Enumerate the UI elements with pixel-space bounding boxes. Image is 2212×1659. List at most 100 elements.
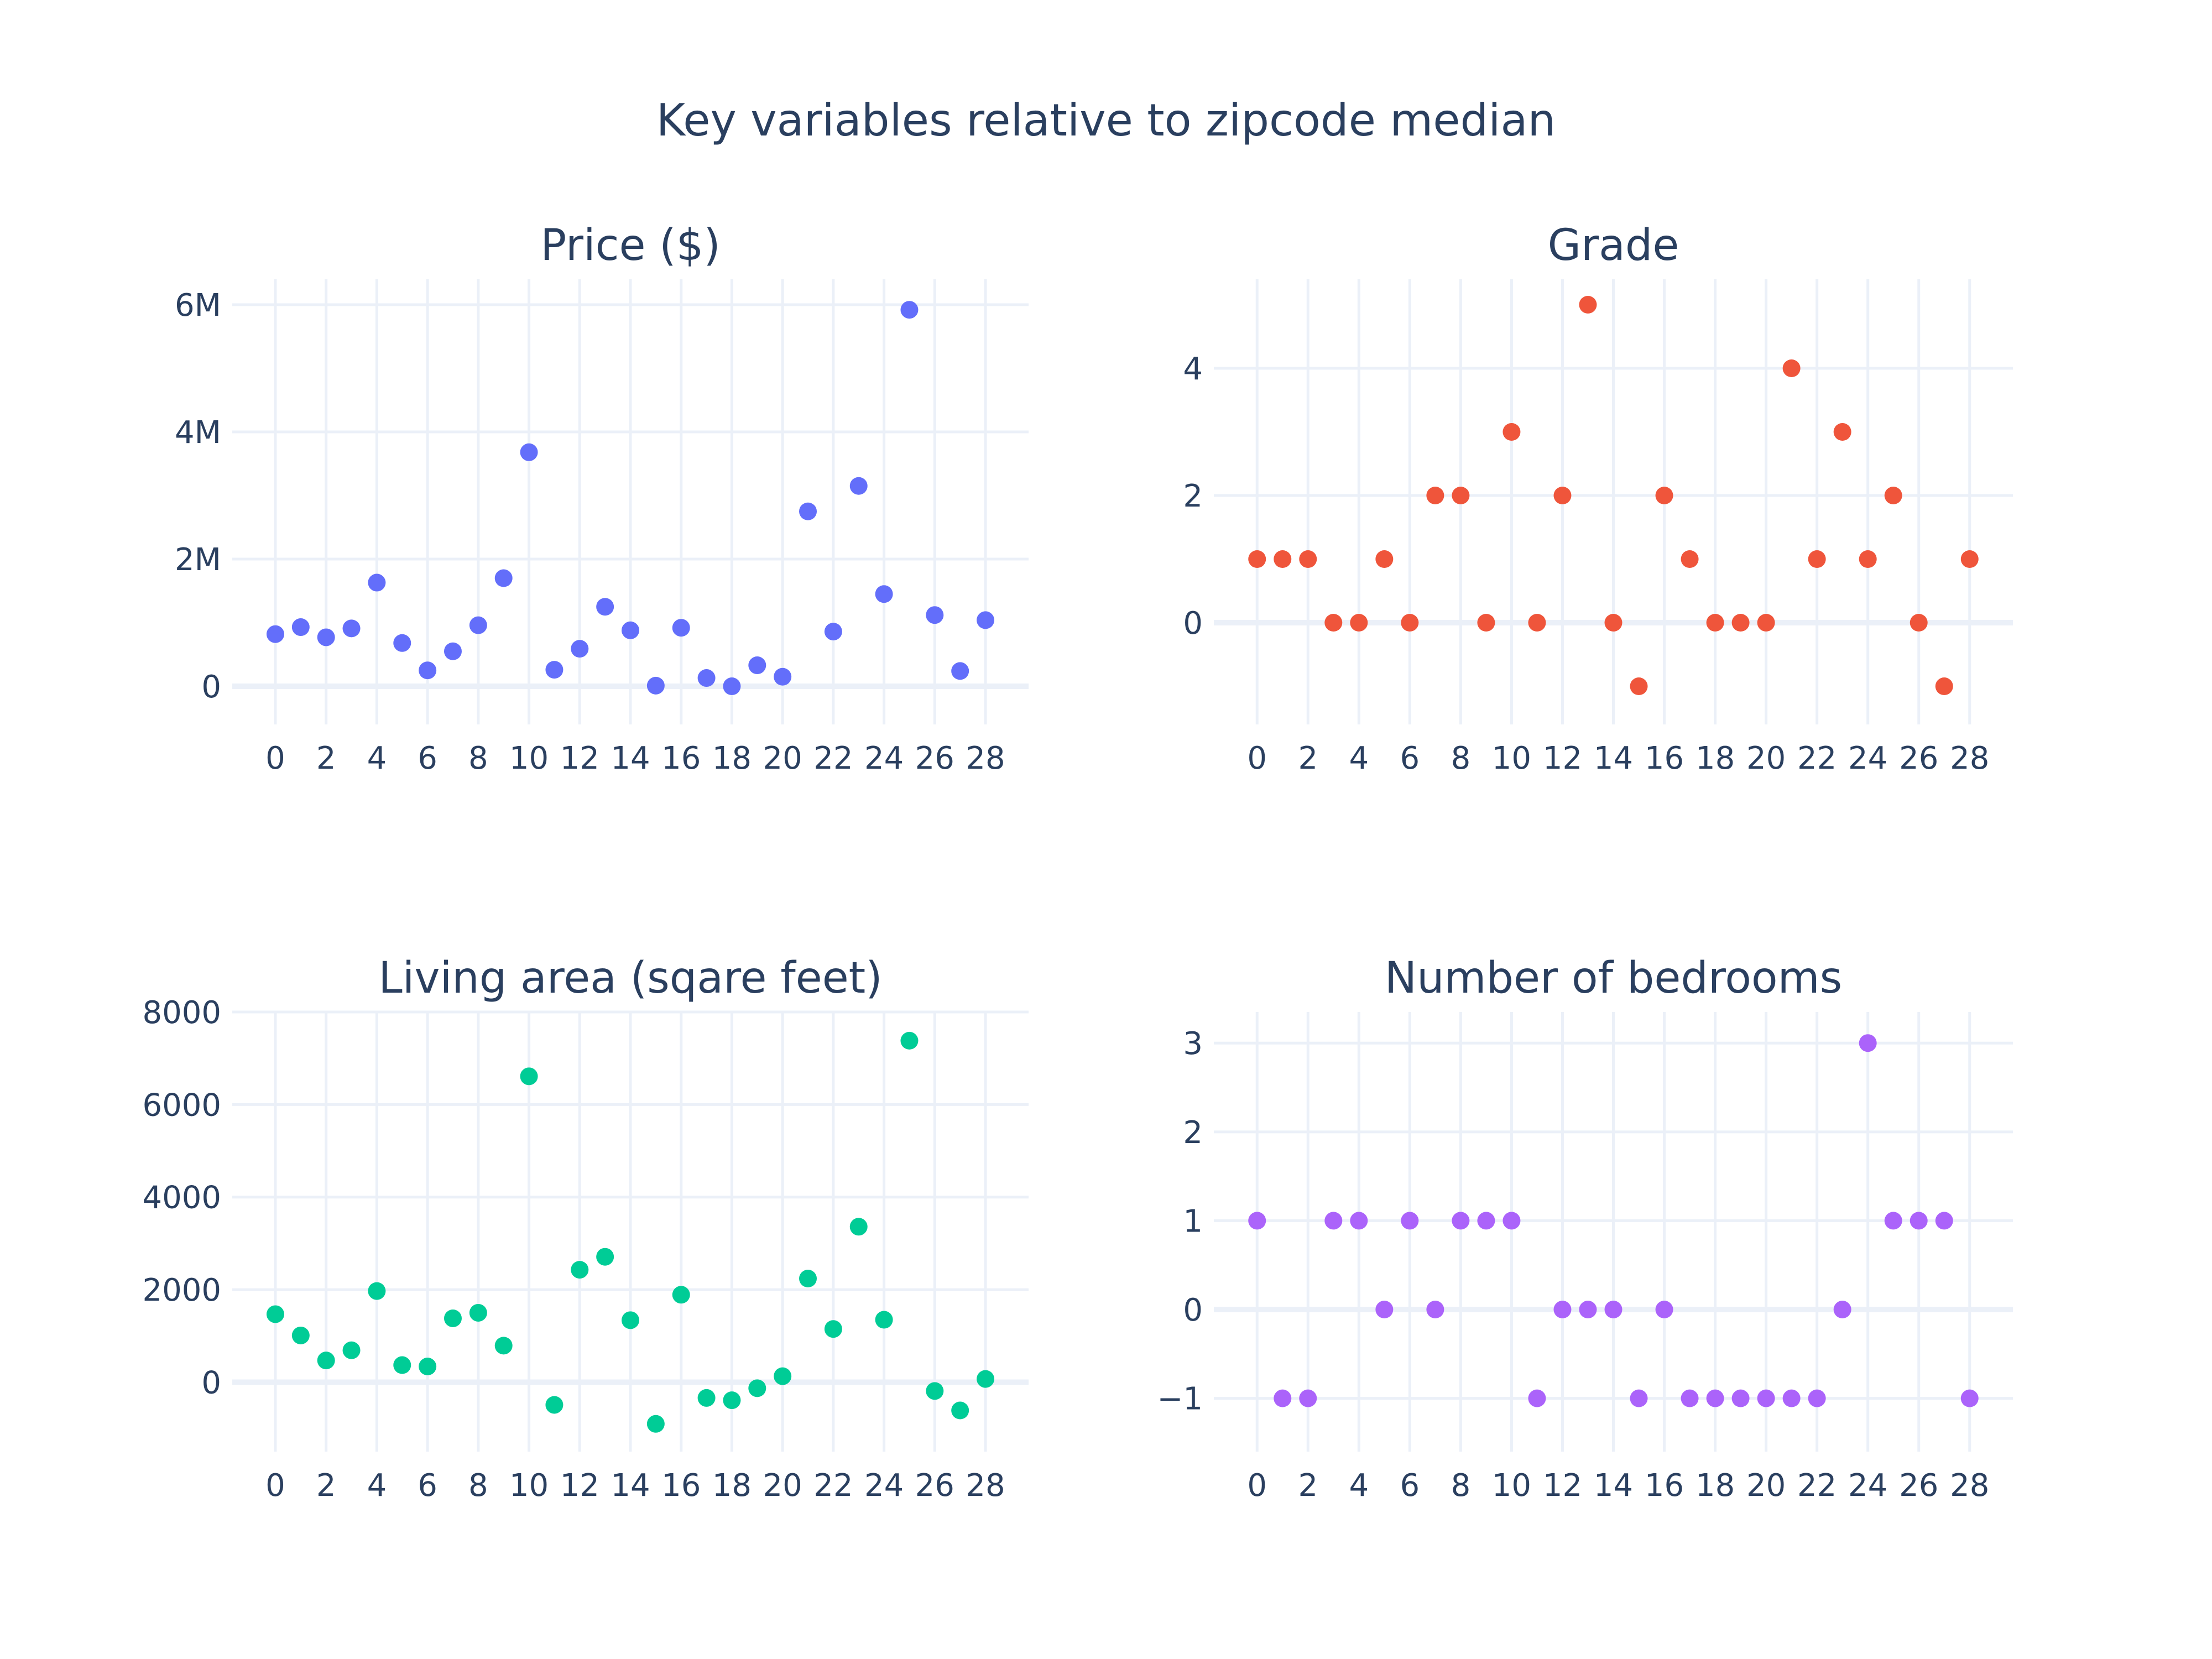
data-point[interactable]: [266, 625, 284, 643]
data-point[interactable]: [291, 618, 310, 637]
data-point[interactable]: [900, 1031, 919, 1050]
data-point[interactable]: [1401, 1212, 1419, 1230]
data-point[interactable]: [317, 628, 335, 646]
data-point[interactable]: [875, 1311, 893, 1329]
data-point[interactable]: [1503, 1212, 1521, 1230]
data-point[interactable]: [1960, 550, 1979, 568]
data-point[interactable]: [849, 477, 868, 495]
data-point[interactable]: [571, 640, 589, 658]
data-point[interactable]: [419, 661, 437, 680]
data-point[interactable]: [1553, 1301, 1572, 1319]
data-point[interactable]: [1477, 1212, 1495, 1230]
data-point[interactable]: [368, 573, 386, 592]
data-point[interactable]: [799, 502, 817, 520]
data-point[interactable]: [723, 677, 741, 695]
data-point[interactable]: [1655, 487, 1673, 504]
data-point[interactable]: [748, 656, 766, 675]
data-point[interactable]: [469, 1303, 487, 1322]
data-point[interactable]: [1782, 1389, 1801, 1407]
data-point[interactable]: [1324, 1212, 1343, 1230]
data-point[interactable]: [748, 1379, 766, 1397]
data-point[interactable]: [1452, 1212, 1470, 1230]
data-point[interactable]: [1274, 1389, 1292, 1407]
data-point[interactable]: [646, 1415, 665, 1433]
data-point[interactable]: [672, 619, 690, 637]
data-point[interactable]: [622, 1311, 639, 1329]
data-point[interactable]: [1630, 1389, 1648, 1407]
data-point[interactable]: [951, 1401, 969, 1420]
data-point[interactable]: [1528, 1389, 1546, 1407]
data-point[interactable]: [1452, 487, 1470, 504]
data-point[interactable]: [672, 1286, 690, 1304]
data-point[interactable]: [926, 1382, 944, 1400]
data-point[interactable]: [342, 1341, 361, 1359]
data-point[interactable]: [1630, 677, 1648, 695]
data-point[interactable]: [317, 1352, 335, 1370]
data-point[interactable]: [1782, 359, 1801, 377]
data-point[interactable]: [774, 1367, 792, 1385]
data-point[interactable]: [926, 606, 944, 624]
data-point[interactable]: [697, 669, 716, 687]
data-point[interactable]: [1350, 614, 1368, 632]
data-point[interactable]: [1706, 614, 1724, 632]
data-point[interactable]: [444, 1309, 462, 1327]
data-point[interactable]: [494, 1337, 513, 1355]
data-point[interactable]: [1935, 677, 1953, 695]
data-point[interactable]: [1655, 1301, 1673, 1319]
data-point[interactable]: [951, 662, 969, 680]
data-point[interactable]: [1299, 550, 1317, 568]
data-point[interactable]: [646, 676, 665, 695]
data-point[interactable]: [1248, 1212, 1266, 1230]
data-point[interactable]: [520, 1067, 538, 1086]
data-point[interactable]: [1248, 550, 1266, 568]
data-point[interactable]: [1833, 423, 1851, 441]
data-point[interactable]: [977, 611, 995, 629]
data-point[interactable]: [1859, 1034, 1877, 1052]
data-point[interactable]: [1757, 1389, 1775, 1407]
data-point[interactable]: [1884, 487, 1902, 504]
data-point[interactable]: [697, 1389, 716, 1407]
data-point[interactable]: [469, 616, 487, 634]
data-point[interactable]: [1579, 1301, 1597, 1319]
data-point[interactable]: [1350, 1212, 1368, 1230]
data-point[interactable]: [291, 1326, 310, 1344]
data-point[interactable]: [774, 667, 792, 686]
data-point[interactable]: [824, 623, 842, 641]
data-point[interactable]: [545, 1396, 564, 1414]
data-point[interactable]: [622, 621, 639, 639]
data-point[interactable]: [393, 634, 411, 652]
data-point[interactable]: [1375, 550, 1394, 568]
data-point[interactable]: [596, 1248, 614, 1266]
data-point[interactable]: [545, 661, 564, 679]
data-point[interactable]: [520, 443, 538, 461]
data-point[interactable]: [368, 1282, 386, 1300]
data-point[interactable]: [342, 619, 361, 638]
data-point[interactable]: [824, 1320, 842, 1338]
data-point[interactable]: [1426, 487, 1444, 504]
data-point[interactable]: [900, 301, 919, 319]
data-point[interactable]: [1960, 1389, 1979, 1407]
data-point[interactable]: [1324, 614, 1343, 632]
data-point[interactable]: [1910, 614, 1928, 632]
data-point[interactable]: [1935, 1212, 1953, 1230]
data-point[interactable]: [1706, 1389, 1724, 1407]
data-point[interactable]: [723, 1391, 741, 1410]
data-point[interactable]: [1604, 614, 1623, 632]
data-point[interactable]: [1274, 550, 1292, 568]
data-point[interactable]: [1731, 614, 1750, 632]
data-point[interactable]: [1808, 550, 1826, 568]
data-point[interactable]: [1731, 1389, 1750, 1407]
data-point[interactable]: [1579, 296, 1597, 314]
data-point[interactable]: [1833, 1301, 1851, 1319]
data-point[interactable]: [1375, 1301, 1394, 1319]
data-point[interactable]: [444, 642, 462, 660]
data-point[interactable]: [1757, 614, 1775, 632]
data-point[interactable]: [875, 585, 893, 603]
data-point[interactable]: [849, 1218, 868, 1236]
data-point[interactable]: [1299, 1389, 1317, 1407]
data-point[interactable]: [1426, 1301, 1444, 1319]
data-point[interactable]: [1477, 614, 1495, 632]
data-point[interactable]: [1604, 1301, 1623, 1319]
data-point[interactable]: [494, 569, 513, 587]
data-point[interactable]: [266, 1305, 284, 1323]
